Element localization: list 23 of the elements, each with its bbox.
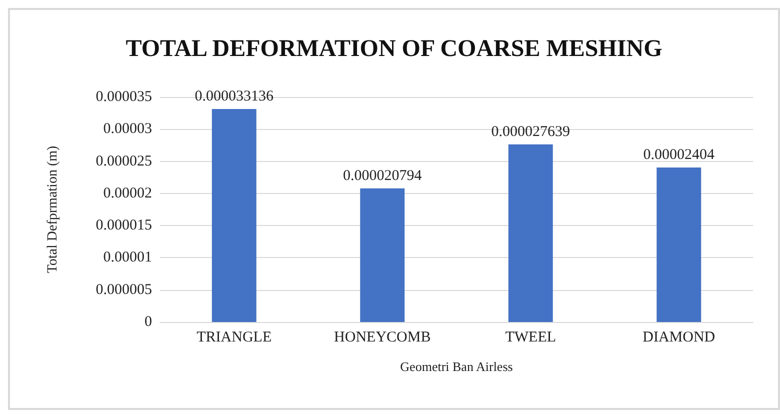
y-tick-label: 0.00003 [103,121,152,138]
y-tick-label: 0.000005 [96,282,152,298]
y-tick-label: 0 [144,314,152,330]
bar [212,108,256,322]
data-label: 0.000027639 [491,124,570,140]
data-label: 0.000033136 [194,88,274,104]
x-tick-label: HONEYCOMB [334,330,431,346]
y-axis-title: Total Defprmation (m) [46,146,60,274]
y-tick-label: 0.000015 [96,218,152,234]
data-label: 0.00002404 [643,146,715,163]
y-tick-label: 0.000025 [96,153,152,170]
chart-title: TOTAL DEFORMATION OF COARSE MESHING [126,36,663,62]
y-tick-label: 0.000035 [96,89,152,105]
bar [360,188,405,322]
x-tick-label: DIAMOND [642,330,716,346]
y-tick-label: 0.00002 [103,185,152,202]
x-tick-label: TWEEL [505,330,556,346]
y-tick-label: 0.00001 [103,250,152,266]
bar [508,144,553,322]
bar [656,167,702,322]
data-label: 0.000020794 [343,168,422,184]
x-tick-label: TRIANGLE [196,330,272,346]
x-axis-title: Geometri Ban Airless [400,359,513,374]
